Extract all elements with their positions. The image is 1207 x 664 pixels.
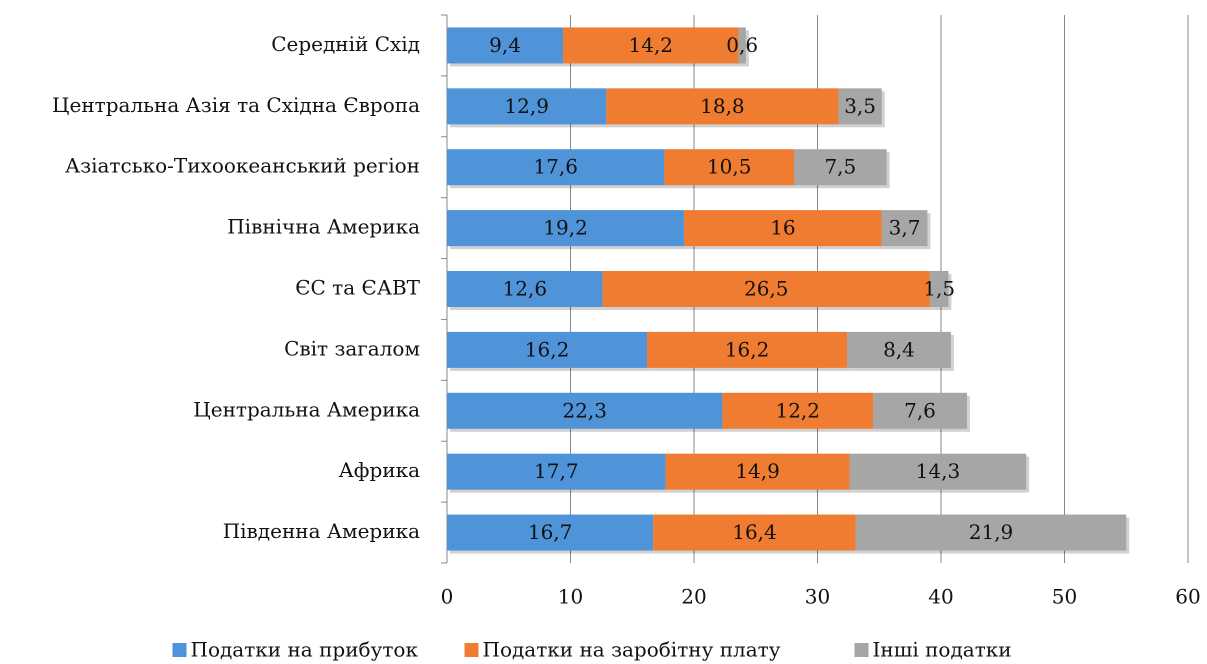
- y-tick-label: Світ загалом: [284, 336, 420, 360]
- data-label: 3,5: [844, 94, 876, 118]
- bar: [606, 88, 839, 125]
- bar: [447, 27, 564, 64]
- legend-label: Податки на прибуток: [191, 638, 419, 662]
- y-tick-label: Азіатсько-Тихоокеанський регіон: [65, 154, 420, 178]
- bar: [653, 514, 856, 551]
- data-label: 26,5: [744, 277, 789, 301]
- bar: [447, 210, 685, 247]
- x-tick-label: 50: [1052, 585, 1077, 609]
- data-label: 12,9: [504, 94, 549, 118]
- bar: [602, 271, 930, 307]
- data-label: 22,3: [562, 398, 607, 422]
- bar: [738, 27, 746, 64]
- y-tick-label: Центральна Азія та Східна Європа: [52, 93, 420, 117]
- bar: [684, 210, 882, 247]
- x-tick-label: 0: [441, 585, 454, 609]
- data-label: 17,7: [534, 459, 579, 483]
- bar: [447, 88, 607, 125]
- bar: [647, 331, 848, 368]
- bar: [881, 210, 928, 247]
- bar: [847, 331, 951, 368]
- data-label: 14,3: [916, 459, 961, 483]
- bar: [447, 453, 666, 490]
- bar: [794, 149, 887, 186]
- y-tick-label: Північна Америка: [227, 215, 420, 239]
- data-label: 18,8: [700, 94, 745, 118]
- data-label: 16: [770, 216, 795, 240]
- legend-swatch: [854, 643, 869, 657]
- x-tick-label: 40: [928, 585, 953, 609]
- data-label: 1,5: [923, 277, 955, 301]
- y-tick-label: Центральна Америка: [193, 397, 420, 421]
- bar: [873, 392, 967, 429]
- data-label: 10,5: [707, 155, 752, 179]
- data-label: 7,5: [824, 155, 856, 179]
- x-tick-label: 20: [681, 585, 706, 609]
- x-tick-label: 30: [805, 585, 830, 609]
- data-label: 14,9: [735, 459, 780, 483]
- data-label: 3,7: [889, 216, 921, 240]
- data-label: 21,9: [969, 520, 1014, 544]
- legend-swatch: [464, 643, 479, 657]
- data-label: 7,6: [904, 398, 936, 422]
- bar: [722, 392, 874, 429]
- y-tick-label: Південна Америка: [223, 519, 420, 543]
- data-label: 12,2: [775, 398, 820, 422]
- y-tick-label: Середній Схід: [271, 32, 420, 56]
- data-label: 16,2: [725, 337, 770, 361]
- bar: [563, 27, 739, 64]
- data-label: 16,2: [525, 337, 570, 361]
- bar: [447, 271, 603, 307]
- data-label: 14,2: [629, 33, 674, 57]
- bar: [665, 453, 850, 490]
- data-label: 19,2: [543, 216, 588, 240]
- bar: [664, 149, 795, 186]
- data-label: 8,4: [883, 337, 915, 361]
- bar: [447, 392, 723, 429]
- legend-swatch: [172, 643, 187, 657]
- bar: [855, 514, 1127, 551]
- bar: [929, 271, 949, 307]
- bar: [447, 149, 665, 186]
- x-tick-label: 60: [1175, 585, 1200, 609]
- bar: [849, 453, 1027, 490]
- legend-label: Інші податки: [873, 638, 1012, 662]
- data-label: 16,7: [528, 520, 573, 544]
- data-label: 9,4: [489, 33, 521, 57]
- legend-label: Податки на заробітну плату: [483, 638, 781, 662]
- bar: [447, 331, 648, 368]
- data-label: 16,4: [732, 520, 777, 544]
- x-tick-label: 10: [558, 585, 583, 609]
- data-label: 17,6: [533, 155, 578, 179]
- data-label: 0,6: [726, 33, 758, 57]
- bar: [838, 88, 882, 125]
- data-label: 12,6: [503, 277, 548, 301]
- bar: [447, 514, 654, 551]
- y-tick-label: Африка: [339, 458, 420, 482]
- y-tick-label: ЄС та ЄАВТ: [295, 276, 420, 300]
